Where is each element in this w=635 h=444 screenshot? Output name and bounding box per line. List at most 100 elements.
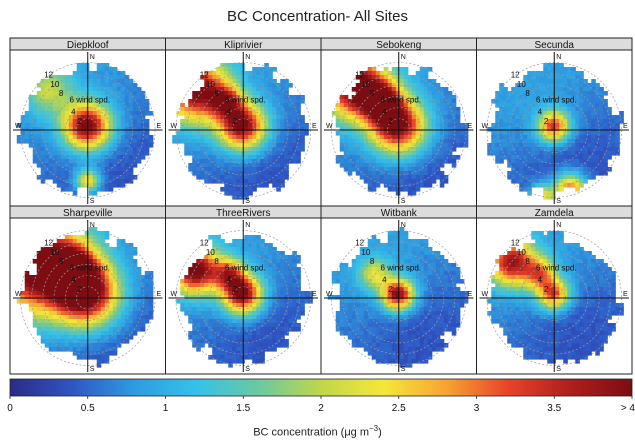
polar-cell bbox=[96, 171, 102, 176]
polar-cell bbox=[559, 67, 564, 72]
polar-cell bbox=[88, 127, 94, 132]
dir-label-n: N bbox=[90, 54, 95, 61]
polar-cell bbox=[232, 339, 237, 344]
polar-cell bbox=[76, 283, 82, 288]
polar-cell bbox=[88, 227, 94, 232]
polar-cell bbox=[100, 151, 106, 156]
polar-cell bbox=[212, 95, 217, 100]
polar-cell bbox=[80, 295, 86, 300]
polar-cell bbox=[371, 251, 377, 256]
polar-cell bbox=[96, 71, 102, 76]
polar-cell bbox=[76, 303, 82, 308]
polar-cell bbox=[272, 167, 277, 172]
wind-speed-label: 6 wind spd. bbox=[225, 95, 265, 104]
polar-cell bbox=[531, 71, 536, 76]
polar-cell bbox=[96, 163, 102, 168]
polar-cell bbox=[288, 319, 293, 324]
polar-cell bbox=[244, 355, 249, 360]
polar-cell bbox=[236, 335, 241, 340]
polar-cell bbox=[256, 299, 261, 304]
polar-cell bbox=[523, 87, 528, 92]
polar-cell bbox=[411, 147, 417, 152]
polar-cell bbox=[419, 123, 425, 128]
polar-cell bbox=[443, 91, 449, 96]
polar-cell bbox=[375, 163, 381, 168]
polar-cell bbox=[84, 275, 90, 280]
polar-cell bbox=[439, 135, 445, 140]
polar-cell bbox=[48, 291, 54, 296]
polar-cell bbox=[64, 115, 70, 120]
polar-cell bbox=[124, 323, 130, 328]
polar-cell bbox=[439, 111, 445, 116]
polar-cell bbox=[451, 107, 457, 112]
polar-cell bbox=[595, 143, 600, 148]
polar-cell bbox=[44, 275, 50, 280]
polar-cell bbox=[363, 107, 369, 112]
polar-cell bbox=[108, 311, 114, 316]
polar-cell bbox=[240, 171, 245, 176]
polar-cell bbox=[188, 287, 193, 292]
polar-cell bbox=[240, 167, 245, 172]
polar-cell bbox=[387, 71, 393, 76]
polar-cell bbox=[96, 159, 102, 164]
polar-cell bbox=[224, 359, 229, 364]
polar-cell bbox=[499, 107, 504, 112]
polar-cell bbox=[212, 99, 217, 104]
polar-cell bbox=[148, 287, 154, 292]
polar-cell bbox=[423, 179, 429, 184]
polar-cell bbox=[439, 163, 445, 168]
polar-cell bbox=[367, 91, 373, 96]
polar-cell bbox=[276, 259, 281, 264]
polar-cell bbox=[280, 135, 285, 140]
polar-cell bbox=[224, 319, 229, 324]
polar-cell bbox=[252, 103, 257, 108]
polar-cell bbox=[519, 163, 524, 168]
polar-cell bbox=[136, 147, 142, 152]
polar-cell bbox=[371, 159, 377, 164]
polar-cell bbox=[224, 95, 229, 100]
polar-cell bbox=[355, 115, 361, 120]
polar-cell bbox=[80, 87, 86, 92]
polar-cell bbox=[112, 287, 118, 292]
polar-cell bbox=[555, 103, 560, 108]
polar-cell bbox=[112, 115, 118, 120]
polar-cell bbox=[272, 331, 277, 336]
polar-cell bbox=[236, 167, 241, 172]
polar-cell bbox=[559, 143, 564, 148]
polar-cell bbox=[208, 111, 213, 116]
polar-cell bbox=[40, 99, 46, 104]
polar-cell bbox=[48, 147, 54, 152]
polar-cell bbox=[56, 347, 62, 352]
polar-cell bbox=[68, 251, 74, 256]
polar-cell bbox=[260, 347, 265, 352]
polar-cell bbox=[196, 155, 201, 160]
polar-cell bbox=[60, 91, 66, 96]
polar-cell bbox=[224, 155, 229, 160]
polar-cell bbox=[248, 347, 253, 352]
polar-cell bbox=[96, 139, 102, 144]
polar-cell bbox=[36, 263, 42, 268]
polar-cell bbox=[216, 287, 221, 292]
polar-cell bbox=[72, 71, 78, 76]
polar-cell bbox=[252, 275, 257, 280]
polar-cell bbox=[36, 127, 42, 132]
polar-cell bbox=[567, 67, 572, 72]
polar-cell bbox=[264, 291, 269, 296]
ring-label-8: 8 bbox=[370, 89, 375, 98]
polar-cell bbox=[272, 307, 277, 312]
polar-cell bbox=[579, 135, 584, 140]
polar-cell bbox=[256, 347, 261, 352]
polar-cell bbox=[220, 135, 225, 140]
polar-cell bbox=[403, 147, 409, 152]
polar-cell bbox=[503, 103, 508, 108]
polar-cell bbox=[615, 147, 620, 152]
polar-cell bbox=[347, 107, 353, 112]
polar-cell bbox=[256, 271, 261, 276]
polar-cell bbox=[264, 283, 269, 288]
polar-cell bbox=[72, 135, 78, 140]
polar-cell bbox=[228, 335, 233, 340]
polar-cell bbox=[515, 119, 520, 124]
polar-cell bbox=[288, 323, 293, 328]
polar-cell bbox=[188, 139, 193, 144]
polar-cell bbox=[280, 103, 285, 108]
